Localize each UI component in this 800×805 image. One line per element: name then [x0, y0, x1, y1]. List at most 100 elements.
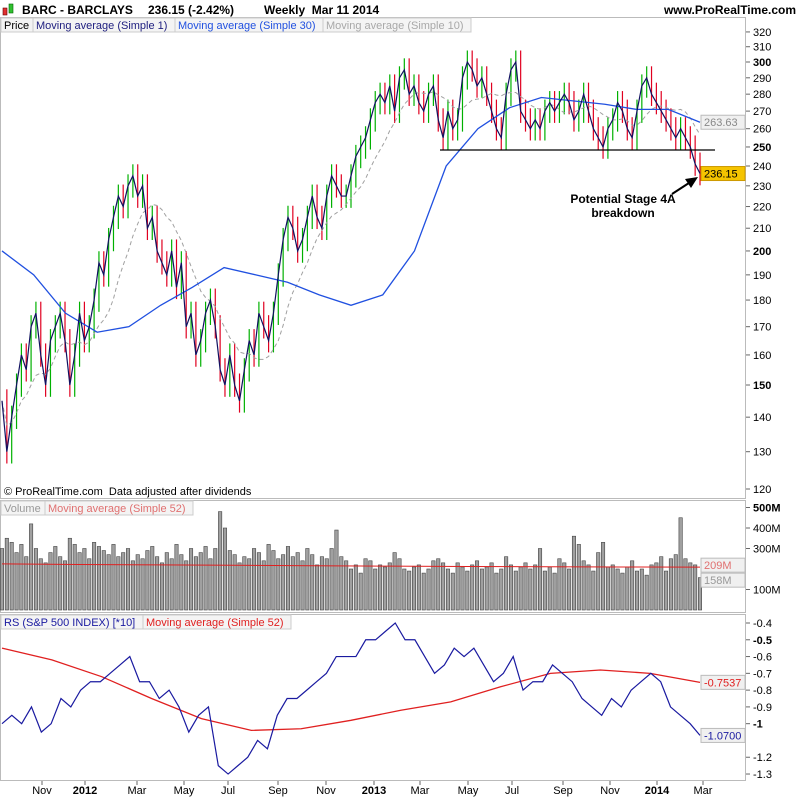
volume-bar: [450, 572, 455, 611]
legend-volume-ma52[interactable]: Moving average (Simple 52): [48, 503, 186, 515]
ma30-line: [1, 96, 701, 333]
volume-bar: [300, 560, 305, 611]
volume-bar: [9, 542, 14, 611]
volume-bar: [402, 568, 407, 611]
volume-bar: [19, 544, 24, 611]
legend-volume[interactable]: Volume: [4, 503, 41, 515]
price-tick-label: 220: [753, 202, 771, 214]
x-tick-label: May: [458, 785, 479, 797]
app-logo-icon: [2, 3, 14, 16]
rs-line: [1, 622, 701, 775]
volume-bar: [179, 554, 184, 611]
volume-bar: [227, 550, 232, 611]
volume-bar: [596, 552, 601, 611]
volume-bar: [203, 546, 208, 611]
volume-bar: [479, 568, 484, 611]
x-tick-label: Jul: [505, 785, 519, 797]
volume-bar: [697, 577, 702, 611]
volume-bar: [222, 527, 227, 611]
volume-bar: [261, 560, 266, 611]
volume-bar: [213, 548, 218, 611]
close-last-value-box: [700, 166, 746, 182]
volume-bar: [475, 560, 480, 611]
volume-bar: [421, 572, 426, 611]
rs-panel[interactable]: [0, 614, 746, 781]
volume-bar: [576, 544, 581, 611]
volume-bar: [678, 517, 683, 611]
x-tick-label: Sep: [553, 785, 573, 797]
volume-bar: [513, 570, 518, 611]
volume-bar: [431, 560, 436, 611]
x-tick-label: Nov: [316, 785, 336, 797]
rs-tick-label: -0.7: [753, 668, 772, 680]
volume-bar: [528, 568, 533, 611]
volume-bar: [610, 564, 615, 611]
volume-bar: [135, 554, 140, 611]
rs-tick-label: -0.6: [753, 652, 772, 664]
price-change: 236.15 (-2.42%): [148, 3, 234, 17]
volume-bar: [96, 546, 101, 611]
volume-bar: [465, 570, 470, 611]
rs-ma52-line: [1, 647, 701, 732]
volume-bar: [683, 558, 688, 611]
price-tick-label: 310: [753, 42, 771, 54]
volume-bar: [101, 550, 106, 611]
volume-bar: [106, 554, 111, 611]
volume-bar: [174, 544, 179, 611]
volume-bar: [567, 568, 572, 611]
volume-bar: [247, 558, 252, 611]
volume-last-value-box: [700, 572, 746, 588]
price-tick-label: 280: [753, 89, 771, 101]
volume-bar: [48, 552, 53, 611]
x-tick-label: Mar: [128, 785, 147, 797]
site-link[interactable]: www.ProRealTime.com: [663, 3, 796, 17]
volume-bar: [455, 562, 460, 611]
volume-bar: [552, 572, 557, 611]
legend-ma30[interactable]: Moving average (Simple 30): [178, 20, 316, 32]
x-tick-label: Jul: [221, 785, 235, 797]
x-tick-label: Sep: [268, 785, 288, 797]
volume-bar: [644, 574, 649, 611]
volume-bar: [310, 554, 315, 611]
volume-bar: [218, 511, 223, 611]
legend-price[interactable]: Price: [4, 20, 29, 32]
ma30-last-value: 263.63: [704, 117, 738, 129]
volume-ma52-last-value: 209M: [704, 560, 732, 572]
x-tick-label: May: [174, 785, 195, 797]
volume-bar: [673, 554, 678, 611]
price-tick-label: 300: [753, 57, 771, 69]
volume-bar: [281, 554, 286, 611]
volume-bar: [378, 564, 383, 611]
volume-bar: [508, 564, 513, 611]
volume-bar: [625, 566, 630, 611]
volume-bar: [315, 564, 320, 611]
volume-bar: [407, 570, 412, 611]
volume-bar: [111, 544, 116, 611]
volume-bar: [169, 558, 174, 611]
volume-bar: [416, 564, 421, 611]
legend-ma10[interactable]: Moving average (Simple 10): [326, 20, 464, 32]
price-tick-label: 270: [753, 106, 771, 118]
volume-bar: [504, 556, 509, 611]
legend-rs-ma52[interactable]: Moving average (Simple 52): [146, 617, 284, 629]
volume-bar: [116, 556, 121, 611]
volume-bar: [252, 548, 257, 611]
price-tick-label: 160: [753, 350, 771, 362]
legend-ma1[interactable]: Moving average (Simple 1): [36, 20, 167, 32]
volume-bar: [82, 548, 87, 611]
volume-bar: [557, 558, 562, 611]
volume-bar: [0, 548, 5, 611]
legend-rs[interactable]: RS (S&P 500 INDEX) [*10]: [4, 617, 135, 629]
rs-tick-label: -1.2: [753, 752, 772, 764]
volume-bar: [426, 568, 431, 611]
volume-bar: [373, 568, 378, 611]
volume-bar: [87, 558, 92, 611]
volume-bar: [668, 558, 673, 611]
price-tick-label: 290: [753, 73, 771, 85]
breakdown-annotation: Potential Stage 4A breakdown: [440, 149, 715, 220]
price-tick-label: 180: [753, 295, 771, 307]
volume-bar: [33, 548, 38, 611]
volume-bar: [659, 556, 664, 611]
x-tick-label: 2014: [645, 785, 670, 797]
